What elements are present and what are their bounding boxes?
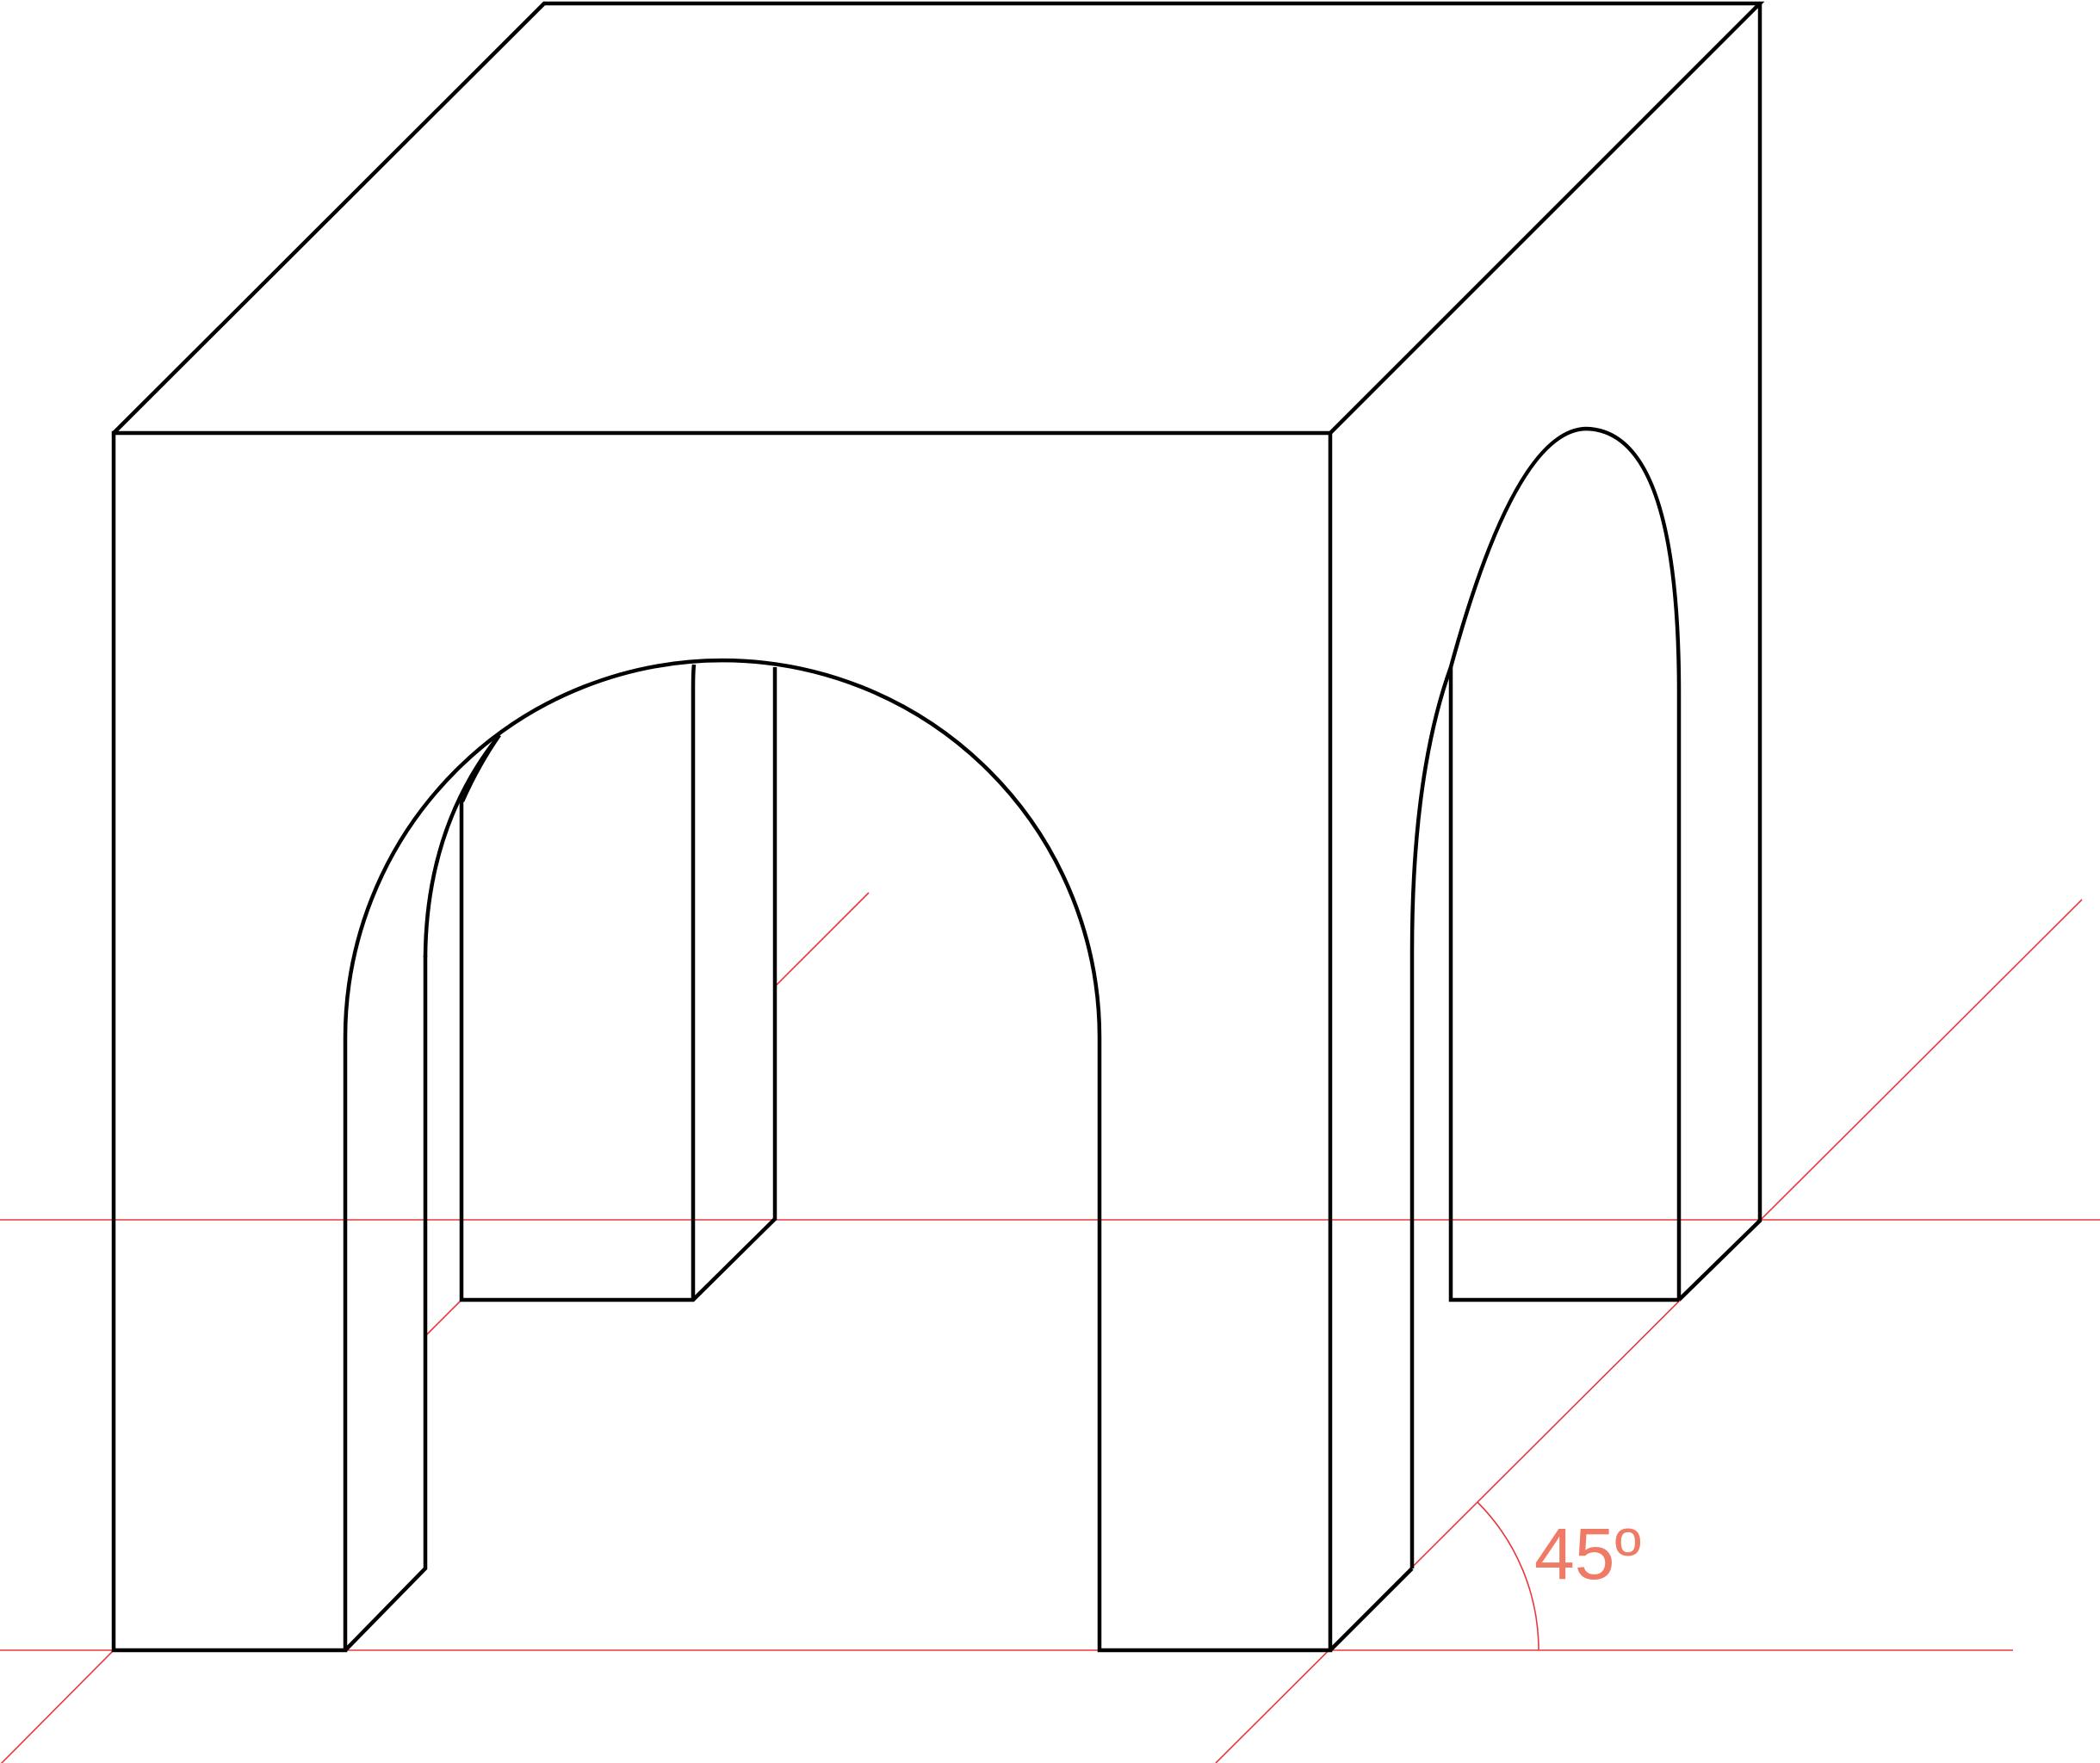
front-face: [114, 433, 1330, 1650]
angle-arc: [1477, 1501, 1539, 1651]
depth-guide-arch: [774, 892, 870, 987]
depth-guide-left: [0, 1649, 115, 1763]
top-face: [114, 3, 1760, 433]
side-arch-outer: [1409, 426, 1682, 1568]
top-face-outline: [112, 1, 1765, 435]
solid-outline: [111, 1, 1765, 1653]
right-side-face: [1330, 3, 1760, 1650]
front-arch-back-wall: [462, 663, 775, 1300]
angle-label: 45º: [1534, 1513, 1641, 1594]
back-arch-left-edge: [460, 733, 501, 802]
front-arch-left-jamb: [345, 735, 499, 1650]
back-opening-inner-edge: [691, 664, 697, 1300]
solid-faces: [114, 3, 1760, 1650]
right-face-outline: [1677, 3, 1762, 1302]
front-face-outline: [111, 430, 1333, 1653]
bottom-right-depth-edge: [1329, 1567, 1414, 1652]
depth-guide-jamb: [424, 1299, 462, 1337]
left-jamb-depth: [344, 956, 428, 1652]
side-arch-inner: [1448, 667, 1679, 1302]
